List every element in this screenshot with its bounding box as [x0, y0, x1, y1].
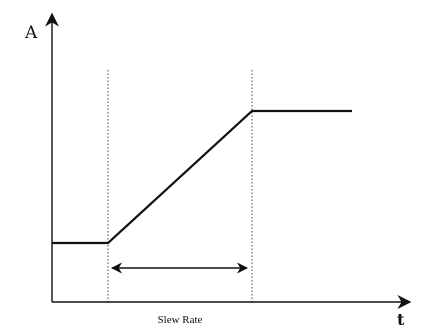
y-axis-label: A — [24, 23, 38, 43]
signal-waveform — [52, 109, 352, 245]
x-axis-label: t — [397, 310, 405, 329]
slew-rate-label: Slew Rate — [158, 314, 203, 326]
